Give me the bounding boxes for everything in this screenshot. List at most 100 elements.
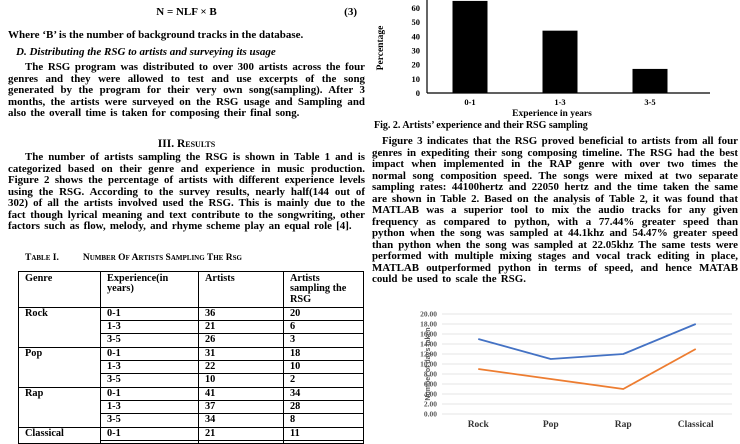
artists-sampling-table: Genre Experience(in years) Artists Artists … <box>18 271 364 444</box>
table-cell: 6 <box>283 320 364 335</box>
fig2-ytick-label: 10 <box>412 74 421 84</box>
table-cell: 0-1 <box>100 346 199 362</box>
table-row: 1-3 21 6 <box>19 320 364 335</box>
table-cell: 28 <box>283 399 364 415</box>
fig2-ytick-label: 40 <box>412 31 421 41</box>
fig2-ytick-label: 20 <box>412 60 421 70</box>
fig2-ytick-label: 30 <box>412 45 421 55</box>
table-row: 1-3 22 10 <box>19 360 364 375</box>
table-header-cell: Experience(in years) <box>100 271 199 308</box>
table-head: Genre Experience(in years) Artists Artists … <box>18 271 364 308</box>
fig2-caption: Fig. 2. Artists’ experience and their RS… <box>374 120 588 131</box>
section-heading-results: III. Results <box>157 138 216 150</box>
genre-cell: Rock <box>18 306 101 348</box>
where-clause-text: Where ‘B’ is the number of background tr… <box>8 29 304 41</box>
table-cell: 2 <box>283 373 364 388</box>
genre-cell: Rap <box>18 386 101 428</box>
fig2-x-axis-title: Experience in years <box>512 109 592 118</box>
table-cell: 8 <box>283 413 364 428</box>
table-caption-title: Number Of Artists Sampling The Rsg <box>82 253 242 263</box>
paragraph-figure3: Figure 3 indicates that the RSG proved b… <box>372 135 738 285</box>
table-header-cell: Artists <box>198 271 284 308</box>
table-cell: 26 <box>198 333 284 348</box>
table-body: Rock 0-1 36 20 1-3 21 6 3-5 26 3 Pop 0-1 31 18 1-3 22 10… <box>18 306 364 444</box>
right-column: 0 10 20 30 40 50 60 0-1 1-3 3-5 Experience in year… <box>372 0 738 434</box>
fig3-series-blue <box>478 323 697 360</box>
table-cell: 31 <box>198 346 284 362</box>
table-header-cell: Artists sampling the RSG <box>283 271 364 308</box>
left-column: N = NLF × B (3) Where ‘B’ is the number … <box>8 0 365 444</box>
fig2-ytick-label: 60 <box>412 3 421 13</box>
fig3-category-label: Rock <box>468 420 490 430</box>
table-row: 3-5 34 8 <box>19 413 364 428</box>
paragraph-results: The number of artists sampling the RSG i… <box>8 151 365 232</box>
table-caption: Table I. Number Of Artists Sampling The R… <box>25 253 242 263</box>
table-cell: 18 <box>283 346 364 362</box>
fig3-ytick-label: 14.00 <box>420 340 437 349</box>
table-cell <box>283 439 364 444</box>
fig3-ytick-label: 2.00 <box>424 400 437 409</box>
fig2-category-label: 1-3 <box>554 97 565 107</box>
fig2-bar <box>542 30 578 93</box>
table-row: Rock 0-1 36 20 <box>18 306 364 348</box>
table-cell: 21 <box>198 320 284 335</box>
table-cell: 36 <box>198 306 284 322</box>
table-cell: 1-3 <box>100 399 199 415</box>
table-row: Rap 0-1 41 34 <box>18 386 364 428</box>
fig3-category-label: Pop <box>543 420 559 430</box>
table-cell: 37 <box>198 399 284 415</box>
fig2-ytick-label: 0 <box>416 88 420 98</box>
table-cell: 22 <box>198 360 284 375</box>
genre-cell: Classical <box>18 426 101 444</box>
fig2-ytick-label: 50 <box>412 17 421 27</box>
fig2-bar <box>632 68 668 93</box>
table-header-cell: Genre <box>18 271 101 308</box>
table-cell <box>198 439 284 444</box>
table-header-row: Genre Experience(in years) Artists Artists … <box>18 271 364 308</box>
table-cell: 34 <box>198 413 284 428</box>
fig3-ytick-label: 4.00 <box>424 390 437 399</box>
fig3-category-label: Rap <box>615 420 632 430</box>
fig3-ytick-label: 16.00 <box>420 330 437 339</box>
table-cell: 34 <box>283 386 364 401</box>
table-cell: 1-3 <box>100 320 199 335</box>
fig3-ytick-label: 6.00 <box>424 380 437 389</box>
equation-row: N = NLF × B (3) <box>8 6 365 18</box>
fig3-series-orange <box>478 348 697 390</box>
table-cell: 0-1 <box>100 306 199 322</box>
table-cell: 3-5 <box>100 413 199 428</box>
equation-formula: N = NLF × B <box>156 6 217 18</box>
fig2-y-axis-title: Percentage <box>376 26 386 71</box>
fig3-ytick-label: 12.00 <box>420 350 437 359</box>
table-row: Pop 0-1 31 18 <box>18 346 364 388</box>
table-cell: 10 <box>198 373 284 388</box>
table-cell: 10 <box>283 360 364 375</box>
fig3-ytick-label: 18.00 <box>420 320 437 329</box>
table-cell: 41 <box>198 386 284 401</box>
fig3-line-chart: 0.002.004.006.008.0010.0012.0014.0016.00… <box>420 310 732 430</box>
table-cell: 3 <box>283 333 364 348</box>
table-cell: 20 <box>283 306 364 322</box>
table-cell: 3-5 <box>100 333 199 348</box>
equation-number: (3) <box>344 6 357 18</box>
fig3-ytick-label: 0.00 <box>424 410 437 419</box>
fig3-category-label: Classical <box>678 420 714 430</box>
fig3-ytick-label: 10.00 <box>420 360 437 369</box>
table-caption-label: Table I. <box>25 253 59 263</box>
table-cell: 3-5 <box>100 373 199 388</box>
genre-cell: Pop <box>18 346 101 388</box>
fig3-y-axis-title: Number of days taken <box>425 327 432 400</box>
fig3-ytick-label: 20.00 <box>420 310 437 319</box>
paper-page: { "page": { "equation": { "formula": "N … <box>8 0 738 444</box>
fig3-ytick-label: 8.00 <box>424 370 437 379</box>
table-cell: 1-3 <box>100 360 199 375</box>
fig2-category-label: 3-5 <box>644 97 655 107</box>
paragraph-rsg-distribution: The RSG program was distributed to over … <box>8 61 365 119</box>
table-cell: 0-1 <box>100 386 199 401</box>
fig2-bar-chart: 0 10 20 30 40 50 60 0-1 1-3 3-5 Experience in year… <box>376 0 710 118</box>
table-row: 3-5 10 2 <box>19 373 364 388</box>
section-heading-d: D. Distributing the RSG to artists and s… <box>16 46 276 58</box>
fig2-category-label: 0-1 <box>464 97 475 107</box>
fig2-bar <box>452 0 488 94</box>
table-cell <box>100 439 199 444</box>
